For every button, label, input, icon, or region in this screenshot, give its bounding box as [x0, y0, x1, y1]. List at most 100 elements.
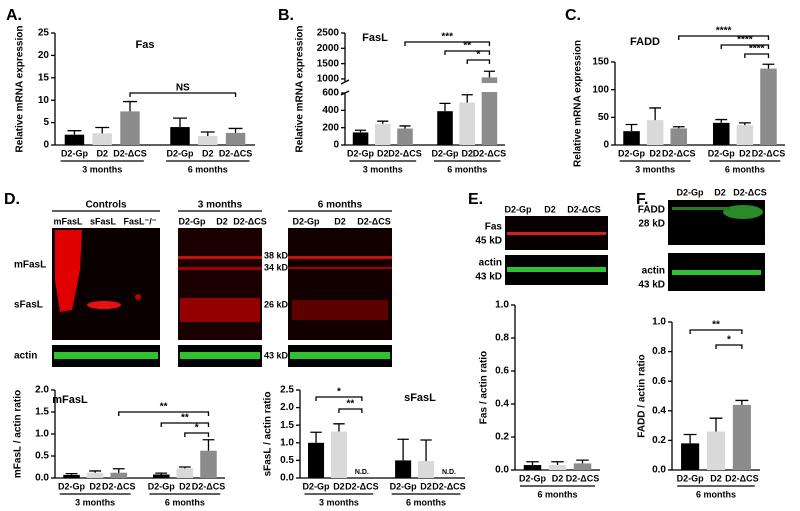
blot-band	[723, 205, 763, 219]
x-tick-label: D2	[739, 148, 751, 158]
blot-band	[178, 267, 262, 270]
error-bar	[89, 470, 102, 473]
bracket	[678, 35, 770, 40]
y-tick-label: 0.6	[652, 376, 666, 387]
x-tick-label: D2-Gp	[708, 148, 736, 158]
bracket	[315, 396, 363, 401]
error-bar	[397, 438, 409, 461]
y-tick-label: 200	[322, 122, 339, 133]
annotation: ****	[737, 35, 753, 46]
y-axis-label: sFasL / actin ratio	[263, 392, 274, 477]
group-label: 6 months	[406, 497, 446, 507]
blot-group: 3 months	[198, 200, 243, 211]
x-tick-label: D2-Gp	[519, 473, 547, 483]
blot-band	[54, 352, 158, 359]
blot-band	[292, 300, 388, 320]
annotation: *	[195, 423, 199, 434]
group-label: 3 months	[635, 164, 675, 174]
bar	[712, 122, 730, 145]
y-tick-label: 15	[38, 72, 50, 83]
bracket	[129, 92, 237, 97]
error-bar	[112, 468, 125, 473]
panel-letter: E.	[468, 191, 483, 208]
y-tick-label: 1.0	[652, 317, 666, 328]
y-tick-label: 25	[38, 28, 50, 39]
annotation: **	[160, 402, 168, 413]
group-label: 3 months	[319, 497, 359, 507]
row-label: actin	[479, 258, 502, 269]
bar	[681, 443, 700, 470]
y-tick-label: 5	[43, 117, 49, 128]
x-tick-label: D2	[96, 148, 108, 158]
blot-band	[672, 270, 761, 275]
x-tick-label: D2	[179, 481, 191, 491]
y-tick-label: 400	[322, 105, 339, 116]
annotation: ****	[749, 44, 765, 55]
panel-letter: D.	[4, 191, 20, 208]
y-tick-label: 20	[38, 50, 50, 61]
y-tick-label: 1.5	[280, 420, 294, 431]
bracket	[689, 329, 743, 334]
bar	[92, 133, 112, 145]
marker-label: 38 kD	[264, 250, 289, 260]
x-tick-label: D2	[202, 148, 214, 158]
bar	[548, 465, 567, 470]
blot-band	[290, 352, 390, 359]
y-tick-label: 1.0	[280, 437, 294, 448]
x-tick-label: D2-Gp	[347, 148, 375, 158]
error-bar	[420, 439, 432, 462]
panel-letter: A.	[6, 7, 22, 24]
y-tick-label: 0.8	[495, 333, 509, 344]
blot	[288, 228, 392, 340]
marker-label: 26 kD	[264, 299, 289, 309]
bar	[170, 127, 190, 145]
y-tick-label: 1000	[317, 74, 340, 85]
error-bar	[65, 472, 78, 475]
group-label: 6 months	[725, 164, 765, 174]
chart-title: Fas	[136, 39, 155, 51]
y-axis-label: Relative mRNA expression	[573, 40, 584, 167]
bar	[352, 132, 369, 145]
bar	[225, 132, 246, 145]
y-tick-label: 0.0	[495, 465, 509, 476]
annotation: **	[712, 320, 720, 331]
row-label: FADD	[638, 205, 665, 216]
error-bar	[95, 126, 110, 134]
axis-break	[340, 79, 350, 85]
y-axis-label: mFasL / actin ratio	[13, 390, 24, 478]
bar	[120, 111, 140, 145]
y-tick-label: 50	[598, 112, 610, 123]
row-label: sFasL	[14, 300, 43, 311]
blot-band	[507, 267, 606, 272]
x-tick-label: D2	[333, 481, 345, 491]
x-tick-label: D2	[89, 481, 101, 491]
bracket	[404, 41, 491, 46]
x-tick-label: D2	[420, 481, 432, 491]
error-bar	[377, 120, 389, 124]
error-bar	[228, 127, 243, 133]
x-tick-label: D2	[461, 148, 473, 158]
bracket	[715, 344, 743, 349]
bar	[646, 120, 664, 145]
lane-label: D2-ΔCS	[233, 216, 266, 226]
error-bar	[439, 102, 451, 112]
error-bar	[67, 130, 82, 135]
error-bar	[762, 63, 775, 69]
bracket	[720, 44, 770, 49]
y-tick-label: 150	[592, 57, 609, 68]
x-tick-label: D2-ΔCS	[725, 473, 758, 483]
y-tick-label: 0.2	[652, 435, 666, 446]
y-tick-label: 1.0	[495, 300, 509, 311]
annotation: ****	[716, 26, 732, 37]
row-label: 43 kD	[638, 280, 665, 291]
panel-letter: C.	[565, 7, 581, 24]
group-label: 3 months	[363, 164, 403, 174]
y-axis-label: Fas / actin ratio	[479, 351, 490, 424]
row-label: Fas	[485, 222, 503, 233]
chart-title: sFasL	[404, 392, 436, 404]
y-tick-label: 0	[333, 140, 339, 151]
bar	[459, 102, 475, 145]
annotation: NS	[176, 83, 190, 94]
bar	[63, 474, 80, 478]
lane-label: mFasL	[53, 216, 83, 226]
